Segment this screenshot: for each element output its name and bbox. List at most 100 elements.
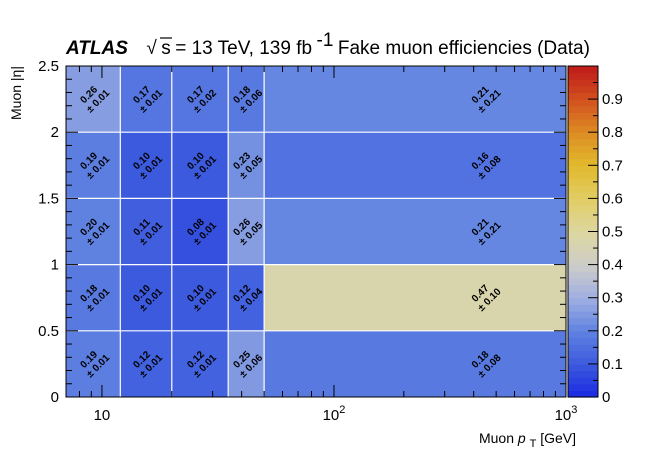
lumi-superscript: -1 <box>317 30 334 51</box>
colorbar-segment-47 <box>568 79 598 87</box>
colorbar-segment-49 <box>568 66 598 74</box>
colorbar-segment-21 <box>568 251 598 259</box>
heatmap-cell-r4-c0 <box>66 66 121 133</box>
heatmap-cell-r4-c2 <box>171 66 229 133</box>
x-axis-title: Muon p T [GeV] <box>479 430 576 450</box>
colorbar-tick-label-1: 0.1 <box>602 356 623 373</box>
colorbar-tick-label-8: 0.8 <box>602 124 623 141</box>
colorbar-tick-label-3: 0.3 <box>602 290 623 307</box>
y-tick-label-4: 2 <box>51 124 59 141</box>
colorbar-tick-label-9: 0.9 <box>602 91 623 108</box>
colorbar-tick-label-4: 0.4 <box>602 257 623 274</box>
colorbar: 0 0.1 0.2 0.3 0.4 0.5 0.6 0.7 0.8 0.9 <box>567 65 623 406</box>
colorbar-segment-2 <box>568 377 598 385</box>
heatmap-cell-r2-c2 <box>171 198 229 265</box>
title-energy-lumi: = 13 TeV, 139 fb <box>175 38 312 59</box>
colorbar-segment-20 <box>568 257 598 266</box>
x-axis-title-subscript: T <box>530 438 537 450</box>
x-tick-base: 10 <box>94 407 111 424</box>
x-tick-exponent: 3 <box>571 404 577 416</box>
colorbar-segment-35 <box>568 158 598 166</box>
heatmap-cell-r2-c3 <box>228 198 265 265</box>
heatmap-cell-r1-c4 <box>264 264 566 331</box>
x-axis-title-unit: [GeV] <box>540 430 576 446</box>
colorbar-segment-44 <box>568 99 598 107</box>
colorbar-segment-25 <box>568 224 598 233</box>
colorbar-segment-1 <box>568 383 598 391</box>
colorbar-segment-19 <box>568 264 598 272</box>
colorbar-segment-17 <box>568 277 598 286</box>
colorbar-tick-label-7: 0.7 <box>602 157 623 174</box>
colorbar-segment-9 <box>568 330 598 339</box>
colorbar-segment-4 <box>568 363 598 372</box>
colorbar-segment-5 <box>568 357 598 365</box>
heatmap-cell-r3-c1 <box>120 132 172 199</box>
colorbar-segment-38 <box>568 138 598 147</box>
y-tick-label-2: 1 <box>51 257 59 274</box>
colorbar-segment-12 <box>568 310 598 319</box>
heatmap-cell-r0-c0 <box>66 330 121 397</box>
heatmap-cell-r1-c1 <box>120 264 172 331</box>
sqrt-symbol: √ <box>146 38 157 59</box>
colorbar-segment-36 <box>568 152 598 160</box>
x-tick-label-2: 103 <box>555 404 578 424</box>
colorbar-segment-27 <box>568 211 598 219</box>
x-tick-base: 10 <box>323 407 340 424</box>
colorbar-segment-23 <box>568 238 598 246</box>
colorbar-tick-label-5: 0.5 <box>602 224 623 241</box>
chart-title: ATLAS √ s = 13 TeV, 139 fb -1 Fake muon … <box>65 30 590 59</box>
x-tick-base: 10 <box>555 407 572 424</box>
atlas-label: ATLAS <box>65 38 128 59</box>
y-tick-label-5: 2.5 <box>38 58 59 75</box>
colorbar-segment-0 <box>568 390 598 398</box>
colorbar-segment-13 <box>568 304 598 312</box>
colorbar-segment-37 <box>568 145 598 153</box>
colorbar-segment-18 <box>568 271 598 279</box>
heatmap-cell-r2-c4 <box>264 198 566 265</box>
plot-frame <box>65 65 567 398</box>
heatmap-cell-r2-c1 <box>120 198 172 265</box>
colorbar-segment-10 <box>568 324 598 332</box>
bin-gridlines <box>66 66 566 397</box>
y-axis: 0 0.5 1 1.5 2 2.5 <box>38 58 566 406</box>
heatmap-cell-r4-c3 <box>228 66 265 133</box>
title-description: Fake muon efficiencies (Data) <box>338 38 590 59</box>
colorbar-tick-label-0: 0 <box>602 389 610 406</box>
heatmap-cell-r3-c3 <box>228 132 265 199</box>
heatmap-cell-r1-c0 <box>66 264 121 331</box>
colorbar-tick-label-2: 0.2 <box>602 323 623 340</box>
colorbar-segment-39 <box>568 132 598 140</box>
heatmap-cell-r0-c1 <box>120 330 172 397</box>
colorbar-segment-31 <box>568 185 598 193</box>
colorbar-tick-label-6: 0.6 <box>602 190 623 207</box>
x-axis-title-prefix: Muon <box>479 430 518 446</box>
energy-variable: s <box>161 38 171 59</box>
heatmap-cell-r4-c4 <box>264 66 566 133</box>
colorbar-segment-43 <box>568 105 598 113</box>
colorbar-segment-15 <box>568 291 598 299</box>
colorbar-segment-42 <box>568 112 598 120</box>
y-axis-title: Muon |η| <box>8 66 24 120</box>
colorbar-segment-3 <box>568 370 598 378</box>
y-tick-label-3: 1.5 <box>38 190 59 207</box>
heatmap-cell-r4-c1 <box>120 66 172 133</box>
heatmap-cell-r3-c4 <box>264 132 566 199</box>
heatmap-cell-r1-c3 <box>228 264 265 331</box>
colorbar-segment-14 <box>568 297 598 305</box>
colorbar-segment-22 <box>568 244 598 252</box>
heatmap-cell-r3-c2 <box>171 132 229 199</box>
colorbar-segment-8 <box>568 337 598 345</box>
colorbar-segment-6 <box>568 350 598 358</box>
x-tick-label-0: 10 <box>94 407 111 424</box>
colorbar-segment-24 <box>568 231 598 239</box>
colorbar-segment-29 <box>568 198 598 206</box>
colorbar-segment-30 <box>568 191 598 199</box>
colorbar-segment-11 <box>568 317 598 325</box>
colorbar-segment-34 <box>568 165 598 173</box>
x-axis-title-variable: p <box>517 430 526 446</box>
heatmap-cell-r0-c2 <box>171 330 229 397</box>
y-tick-label-0: 0 <box>51 389 59 406</box>
heatmap-cell-r2-c0 <box>66 198 121 265</box>
colorbar-segment-46 <box>568 85 598 94</box>
